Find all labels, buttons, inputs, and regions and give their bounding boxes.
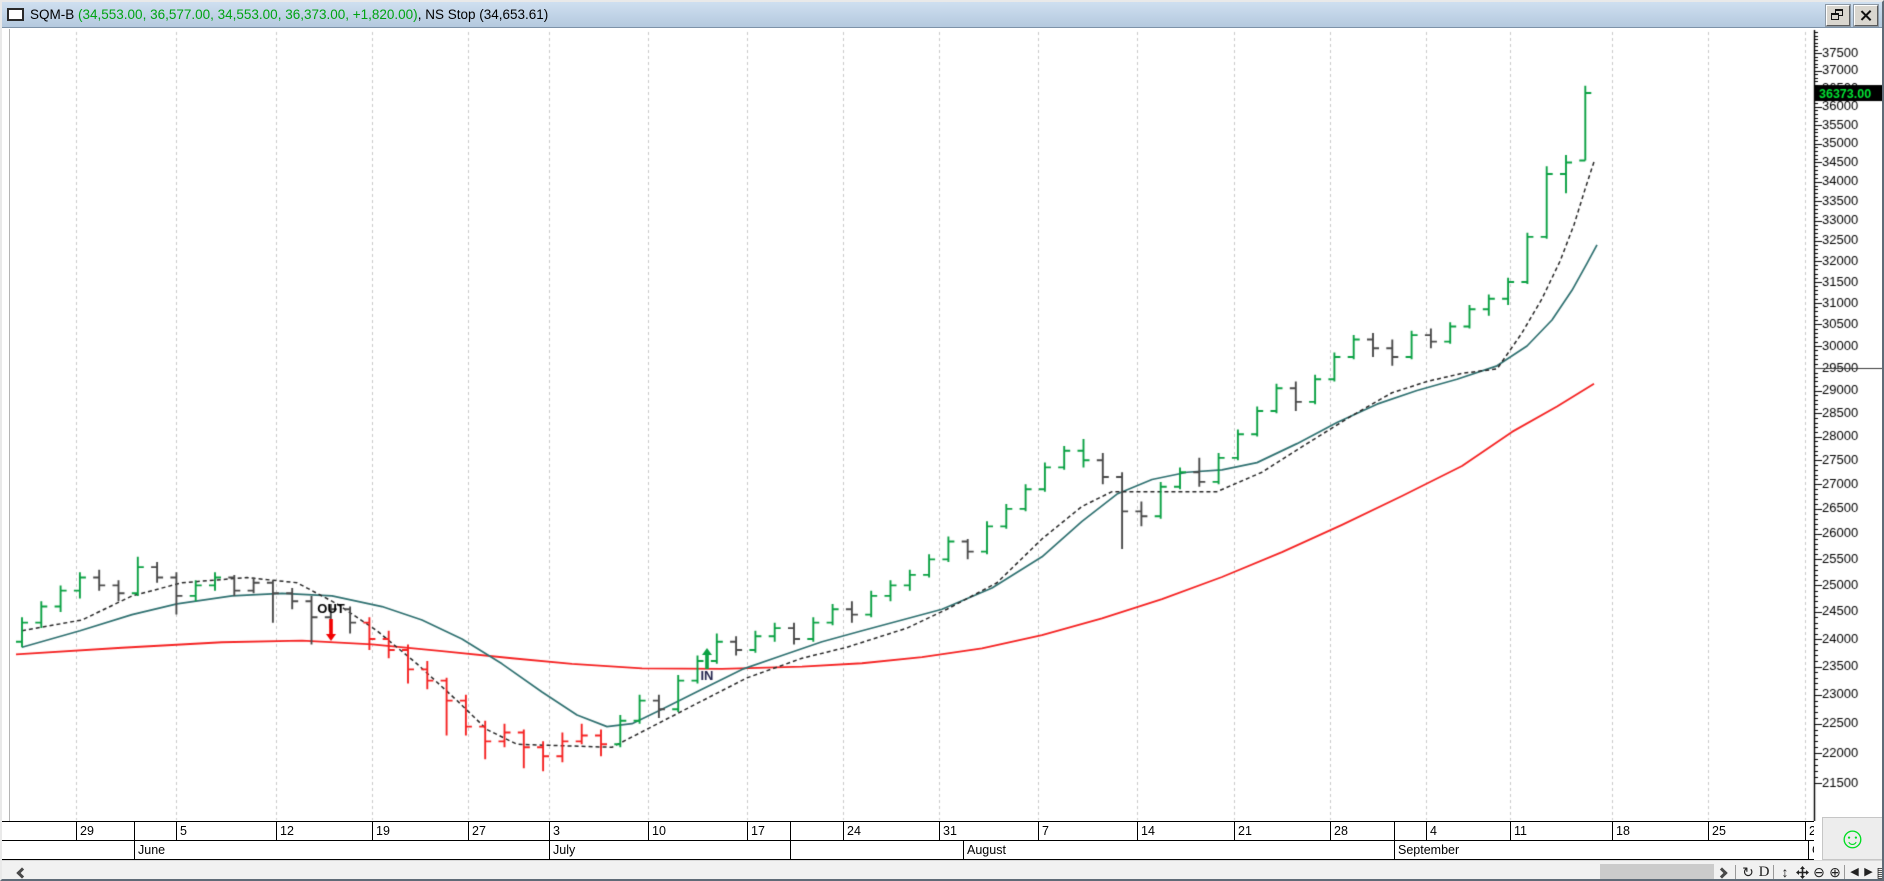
week-cell-17: 17: [747, 822, 790, 840]
next-icon[interactable]: ▶: [1864, 866, 1873, 878]
month-cell-september: September: [1394, 841, 1808, 859]
month-cell-august: August: [963, 841, 1394, 859]
client-left-edge: [9, 29, 10, 860]
month-cell-blank: [10, 841, 134, 859]
scrollbar-thumb[interactable]: [1600, 864, 1714, 879]
month-cell-blank: [790, 841, 963, 859]
week-cell-31: 31: [939, 822, 1038, 840]
week-cell-29: 29: [76, 822, 134, 840]
month-cell-july: July: [549, 841, 790, 859]
title-quote-values: (34,553.00, 36,577.00, 34,553.00, 36,373…: [78, 7, 418, 22]
week-cell-18: 18: [1612, 822, 1708, 840]
week-cell-25: 25: [1708, 822, 1805, 840]
week-cell-4: 4: [1426, 822, 1510, 840]
close-button[interactable]: [1854, 5, 1878, 26]
price-chart-canvas[interactable]: [2, 29, 1882, 821]
week-cell-12: 12: [276, 822, 372, 840]
zoom-vertical-icon[interactable]: ↕: [1781, 864, 1789, 880]
title-ns-stop: , NS Stop (34,653.61): [417, 7, 549, 22]
periodicity-daily-button[interactable]: D: [1758, 864, 1770, 880]
week-cell-11: 11: [1510, 822, 1612, 840]
title-bar: SQM-B (34,553.00, 36,577.00, 34,553.00, …: [2, 2, 1882, 28]
week-cell-blank: [134, 822, 176, 840]
separator: [1735, 865, 1736, 879]
report-icon[interactable]: ▤: [1876, 864, 1882, 879]
separator: [1773, 865, 1774, 879]
zoom-in-icon[interactable]: ⊕: [1829, 864, 1841, 880]
week-cell-10: 10: [648, 822, 747, 840]
system-menu-icon[interactable]: [7, 8, 24, 21]
expert-advisor-panel[interactable]: ☺: [1822, 817, 1882, 860]
restore-button[interactable]: [1826, 5, 1850, 26]
week-cell-blank: [10, 822, 76, 840]
week-cell-2: 2: [1805, 822, 1814, 840]
week-cell-24: 24: [843, 822, 939, 840]
refresh-icon[interactable]: ↻: [1742, 864, 1754, 880]
week-cell-7: 7: [1038, 822, 1137, 840]
pan-icon[interactable]: [1794, 864, 1810, 879]
close-icon: [1860, 10, 1871, 21]
week-cell-19: 19: [372, 822, 468, 840]
window-controls: [1826, 5, 1878, 26]
week-cell-5: 5: [176, 822, 276, 840]
week-cell-21: 21: [1234, 822, 1330, 840]
month-cell-o: O: [1808, 841, 1814, 859]
scroll-right-button[interactable]: [1716, 867, 1728, 879]
week-cell-14: 14: [1137, 822, 1234, 840]
title-symbol: SQM-B: [30, 7, 79, 22]
status-bar: ↻D ↕ ⊖⊕ ◀ ▶▤: [2, 860, 1882, 880]
zoom-out-icon[interactable]: ⊖: [1813, 864, 1825, 880]
window-title: SQM-B (34,553.00, 36,577.00, 34,553.00, …: [30, 7, 548, 22]
scroll-left-button[interactable]: [16, 867, 28, 879]
smiley-icon: ☺: [1837, 821, 1868, 855]
week-cell-27: 27: [468, 822, 549, 840]
week-cell-blank: [790, 822, 843, 840]
week-cell-3: 3: [549, 822, 648, 840]
month-cell-june: June: [134, 841, 549, 859]
restore-icon: [1831, 9, 1844, 20]
separator: [1844, 865, 1845, 879]
week-cell-28: 28: [1330, 822, 1394, 840]
previous-icon[interactable]: ◀: [1850, 866, 1859, 878]
week-cell-blank: [1394, 822, 1426, 840]
